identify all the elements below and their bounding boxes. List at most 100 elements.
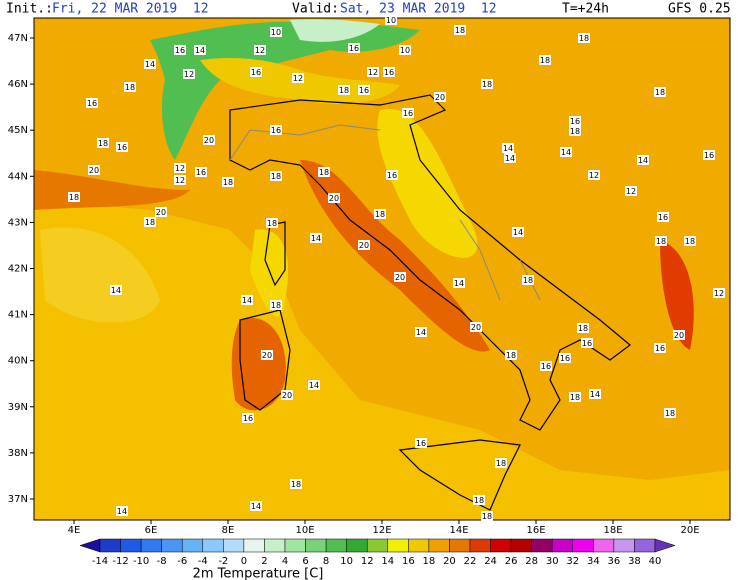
map-label-box <box>174 45 186 55</box>
map-label: 18 <box>145 218 155 227</box>
map-label: 14 <box>311 234 321 243</box>
albania-warm <box>660 240 694 350</box>
map-label: 16 <box>570 117 580 126</box>
map-label-box <box>116 506 128 516</box>
map-label: 20 <box>435 93 445 102</box>
colorbar-box <box>634 538 656 553</box>
colorbar-label: 26 <box>505 556 518 567</box>
map-label-box <box>654 87 666 97</box>
map-label: 16 <box>359 86 369 95</box>
colorbar-label: 10 <box>340 556 353 567</box>
map-label-box <box>144 59 156 69</box>
colorbar-box <box>161 538 183 553</box>
map-label-box <box>367 67 379 77</box>
map-label: 16 <box>384 68 394 77</box>
map-label: 18 <box>685 237 695 246</box>
map-label-box <box>713 288 725 298</box>
map-label: 18 <box>69 193 79 202</box>
map-label: 12 <box>293 74 303 83</box>
colorbar-box <box>551 538 574 553</box>
warm-sea <box>34 200 730 520</box>
map-label-box <box>116 142 128 152</box>
map-label-box <box>454 25 466 35</box>
colorbar-box <box>593 538 615 553</box>
colorbar-box <box>346 538 368 553</box>
map-label-box <box>673 330 685 340</box>
map-label-box <box>250 501 262 511</box>
map-label: 14 <box>145 60 155 69</box>
colorbar-box <box>243 538 265 553</box>
map-label-box <box>415 438 427 448</box>
map-label: 14 <box>590 390 600 399</box>
lat-label: 38N <box>8 448 28 459</box>
colorbar-box <box>449 538 471 553</box>
sardinia-warm <box>231 318 286 411</box>
colorbar-box <box>408 538 430 553</box>
colorbar-high <box>654 538 676 553</box>
map-label-box <box>569 126 581 136</box>
colorbar-label: -4 <box>198 556 208 567</box>
map-label-box <box>402 108 414 118</box>
map-label: 14 <box>561 148 571 157</box>
map-label-box <box>250 67 262 77</box>
map-label-box <box>292 73 304 83</box>
corsica-yellow <box>250 229 289 317</box>
map-label: 18 <box>339 86 349 95</box>
map-label-box <box>502 143 514 153</box>
colorbar-box <box>366 538 389 553</box>
colorbar-box <box>140 538 162 553</box>
map-label-box <box>194 45 206 55</box>
colorbar-label: 38 <box>628 556 641 567</box>
map-label: 12 <box>184 70 194 79</box>
map-label: 20 <box>395 273 405 282</box>
map-label-box <box>588 170 600 180</box>
map-label-box <box>242 413 254 423</box>
map-label: 16 <box>582 339 592 348</box>
map-label-box <box>664 408 676 418</box>
map-label: 18 <box>570 127 580 136</box>
colorbar-label: 36 <box>608 556 621 567</box>
lat-label: 37N <box>8 494 28 505</box>
colorbar-box <box>428 538 450 553</box>
map-label-box <box>559 353 571 363</box>
map-label: 12 <box>714 289 724 298</box>
map-label-box <box>270 171 282 181</box>
map-label-box <box>374 209 386 219</box>
colorbar-box <box>264 538 286 553</box>
map-label-box <box>281 390 293 400</box>
colorbar-label: 24 <box>484 556 497 567</box>
map-label: 18 <box>271 172 281 181</box>
map-label: 20 <box>282 391 292 400</box>
lon-label: 4E <box>68 525 81 536</box>
map-label-box <box>86 98 98 108</box>
map-label-box <box>310 233 322 243</box>
map-label: 18 <box>570 393 580 402</box>
map-label-box <box>399 45 411 55</box>
colorbar-label: -10 <box>133 556 149 567</box>
map-label: 18 <box>125 83 135 92</box>
map-label: 14 <box>309 381 319 390</box>
map-label-box <box>578 33 590 43</box>
map-label-box <box>569 392 581 402</box>
map-label-box <box>540 361 552 371</box>
map-label: 16 <box>658 213 668 222</box>
colorbar-label: 2 <box>261 556 267 567</box>
map-label-box <box>203 135 215 145</box>
colorbar-label: 34 <box>587 556 600 567</box>
colorbar-box <box>305 538 327 553</box>
colorbar-label: -6 <box>177 556 187 567</box>
map-label: 16 <box>560 354 570 363</box>
map-label: 16 <box>403 109 413 118</box>
map-label-box <box>589 389 601 399</box>
map-label-box <box>195 167 207 177</box>
lat-label: 47N <box>8 33 28 44</box>
map-label-box <box>655 236 667 246</box>
lat-label: 45N <box>8 125 28 136</box>
lon-label: 16E <box>526 525 545 536</box>
map-label-box <box>495 458 507 468</box>
lat-label: 42N <box>8 264 28 275</box>
map-label: 18 <box>496 459 506 468</box>
sea-yellow <box>40 227 160 323</box>
map-label: 18 <box>474 496 484 505</box>
